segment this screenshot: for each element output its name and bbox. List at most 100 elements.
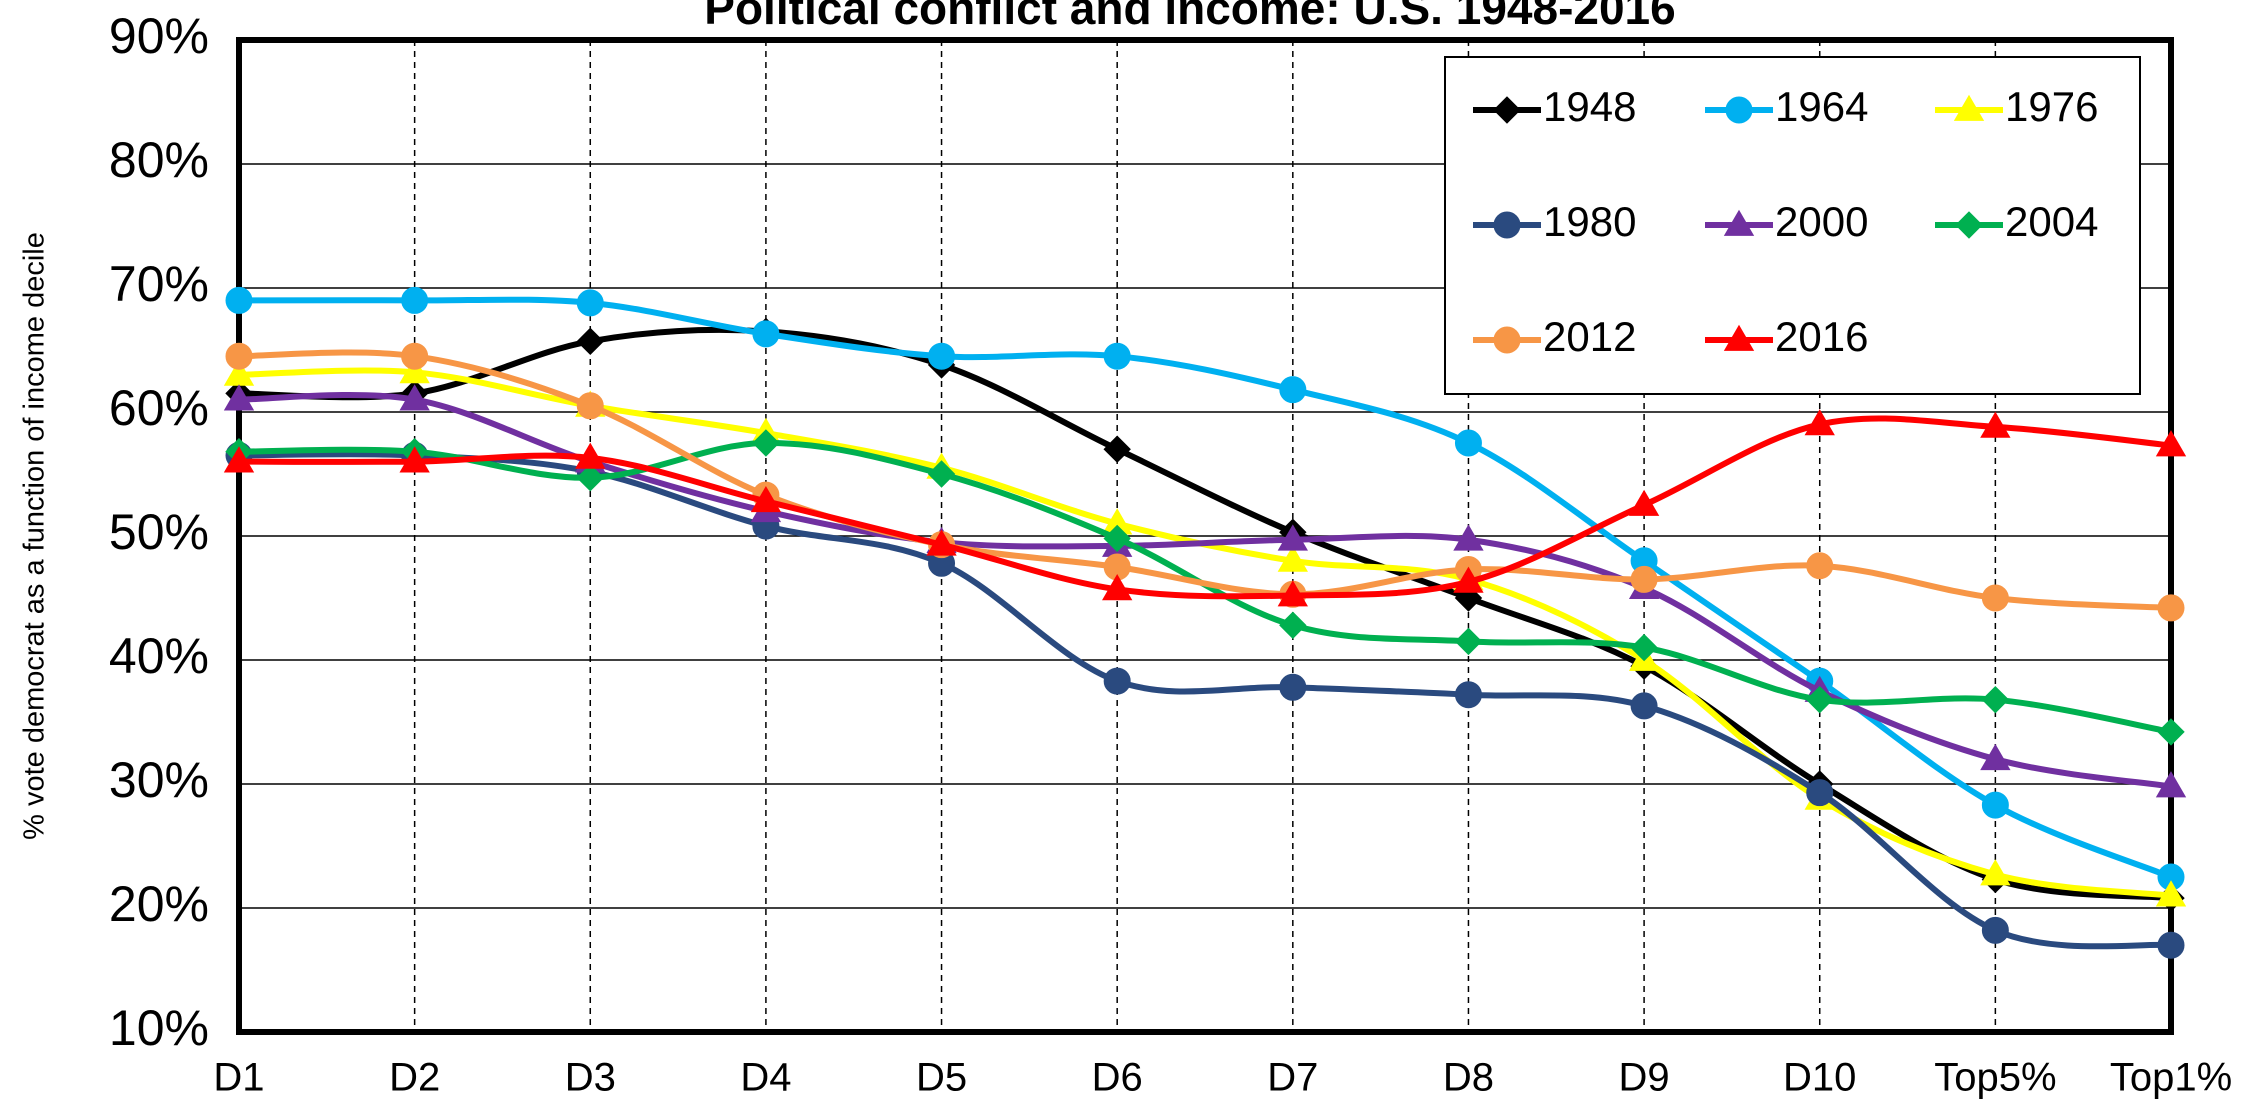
marker [575, 442, 606, 469]
marker [2157, 718, 2185, 746]
x-tick-label: D5 [916, 1056, 967, 1100]
y-tick-label: 10% [109, 1000, 209, 1056]
marker [752, 429, 780, 457]
legend-label: 1980 [1543, 198, 1636, 245]
series-line [238, 415, 2172, 600]
marker [1453, 566, 1484, 593]
marker [1955, 211, 1983, 239]
marker [1804, 409, 1835, 436]
marker [928, 342, 956, 370]
marker [1493, 96, 1521, 124]
marker [2157, 594, 2185, 622]
marker [1806, 552, 1834, 580]
legend-label: 1948 [1543, 83, 1636, 130]
marker [750, 485, 782, 513]
marker [1981, 916, 2009, 944]
y-tick-label: 30% [109, 752, 209, 808]
y-tick-label: 40% [109, 628, 209, 684]
marker [2155, 430, 2187, 457]
y-tick-label: 90% [109, 8, 209, 64]
y-axis-label: % vote democrat as a function of income … [19, 232, 51, 840]
marker [1981, 584, 2009, 612]
marker [1630, 692, 1658, 720]
marker [1628, 489, 1660, 516]
marker [1103, 524, 1131, 553]
y-tick-label: 70% [109, 256, 209, 312]
marker [401, 342, 429, 370]
marker [2157, 931, 2185, 959]
x-tick-label: Top5% [1934, 1056, 2056, 1100]
marker [1102, 574, 1133, 601]
x-tick-label: D1 [213, 1056, 264, 1100]
marker [1980, 743, 2011, 771]
marker [1279, 611, 1307, 639]
legend-label: 1976 [2005, 83, 2098, 130]
marker [225, 286, 253, 314]
marker [1454, 627, 1483, 656]
series-line [238, 367, 2172, 899]
legend-label: 2016 [1775, 313, 1868, 360]
x-tick-label: D7 [1267, 1056, 1318, 1100]
marker [2155, 771, 2187, 798]
chart-title: Political conflict and income: U.S. 1948… [704, 0, 1675, 34]
x-tick-label: D2 [389, 1056, 440, 1100]
marker [1980, 859, 2011, 886]
x-tick-label: D4 [740, 1056, 791, 1100]
series-line [238, 326, 2172, 902]
marker [1454, 429, 1482, 457]
marker [1279, 673, 1307, 701]
legend-label: 1964 [1775, 83, 1868, 130]
marker [1981, 791, 2009, 819]
marker [1277, 545, 1308, 572]
marker [1723, 324, 1755, 351]
legend-box [1444, 56, 2141, 395]
marker [1806, 779, 1834, 807]
marker [1454, 681, 1482, 709]
marker [576, 464, 604, 492]
marker [752, 320, 780, 348]
x-tick-label: D3 [565, 1056, 616, 1100]
marker [1980, 411, 2011, 438]
x-tick-label: D10 [1783, 1056, 1856, 1100]
y-tick-label: 50% [109, 504, 209, 560]
marker [1953, 94, 1985, 121]
marker [927, 460, 956, 488]
marker [401, 286, 429, 314]
marker [576, 392, 604, 420]
marker [399, 357, 430, 384]
marker [1279, 376, 1307, 404]
y-tick-label: 80% [109, 132, 209, 188]
marker [399, 384, 430, 411]
series-line [238, 349, 2172, 611]
marker [926, 529, 957, 556]
marker [1493, 211, 1521, 239]
x-tick-label: Top1% [2110, 1056, 2232, 1100]
marker [1493, 326, 1521, 354]
marker [1725, 96, 1753, 124]
legend-label: 2000 [1775, 198, 1868, 245]
marker [1277, 524, 1308, 551]
marker [1453, 524, 1484, 551]
marker [1103, 435, 1131, 463]
marker [399, 446, 430, 473]
marker [225, 342, 253, 370]
marker [1630, 633, 1658, 662]
marker [1277, 580, 1308, 607]
x-tick-label: D8 [1443, 1056, 1494, 1100]
marker [223, 384, 255, 411]
legend-label: 2012 [1543, 313, 1636, 360]
marker [1103, 342, 1131, 370]
y-tick-label: 20% [109, 876, 209, 932]
plot-frame [236, 37, 2174, 1035]
legend-label: 2004 [2005, 198, 2098, 245]
marker [576, 289, 604, 317]
marker [1806, 685, 1834, 714]
marker [1723, 209, 1755, 236]
marker [1630, 565, 1658, 593]
marker [576, 327, 604, 356]
marker [223, 446, 255, 473]
x-tick-label: D9 [1619, 1056, 1670, 1100]
x-tick-label: D6 [1092, 1056, 1143, 1100]
